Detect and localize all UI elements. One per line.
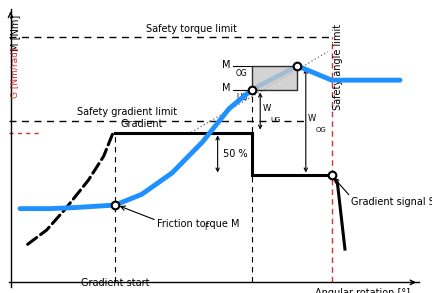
Text: F: F bbox=[204, 223, 209, 232]
Text: Gradient: Gradient bbox=[121, 119, 163, 129]
Text: Friction torque M: Friction torque M bbox=[157, 219, 239, 229]
Text: M [Nm]: M [Nm] bbox=[10, 14, 21, 51]
Text: 50 %: 50 % bbox=[223, 149, 248, 159]
Text: Safety angle limit: Safety angle limit bbox=[334, 24, 343, 110]
Text: OG: OG bbox=[316, 127, 327, 132]
Text: Gradient signal S: Gradient signal S bbox=[351, 197, 432, 207]
Text: UG: UG bbox=[236, 93, 247, 102]
Bar bbox=[252, 66, 298, 90]
Text: M: M bbox=[222, 60, 231, 70]
Text: Safety torque limit: Safety torque limit bbox=[146, 24, 237, 34]
Text: W: W bbox=[263, 104, 271, 113]
Text: Gradient start: Gradient start bbox=[81, 278, 149, 288]
Text: OG: OG bbox=[236, 69, 248, 79]
Text: Safety gradient limit: Safety gradient limit bbox=[77, 107, 177, 117]
Text: UG: UG bbox=[270, 117, 280, 123]
Text: G [Nm/rad]: G [Nm/rad] bbox=[10, 48, 19, 98]
Text: M: M bbox=[222, 84, 231, 93]
Text: W: W bbox=[308, 114, 316, 123]
Text: Angular rotation [°]: Angular rotation [°] bbox=[314, 288, 410, 293]
